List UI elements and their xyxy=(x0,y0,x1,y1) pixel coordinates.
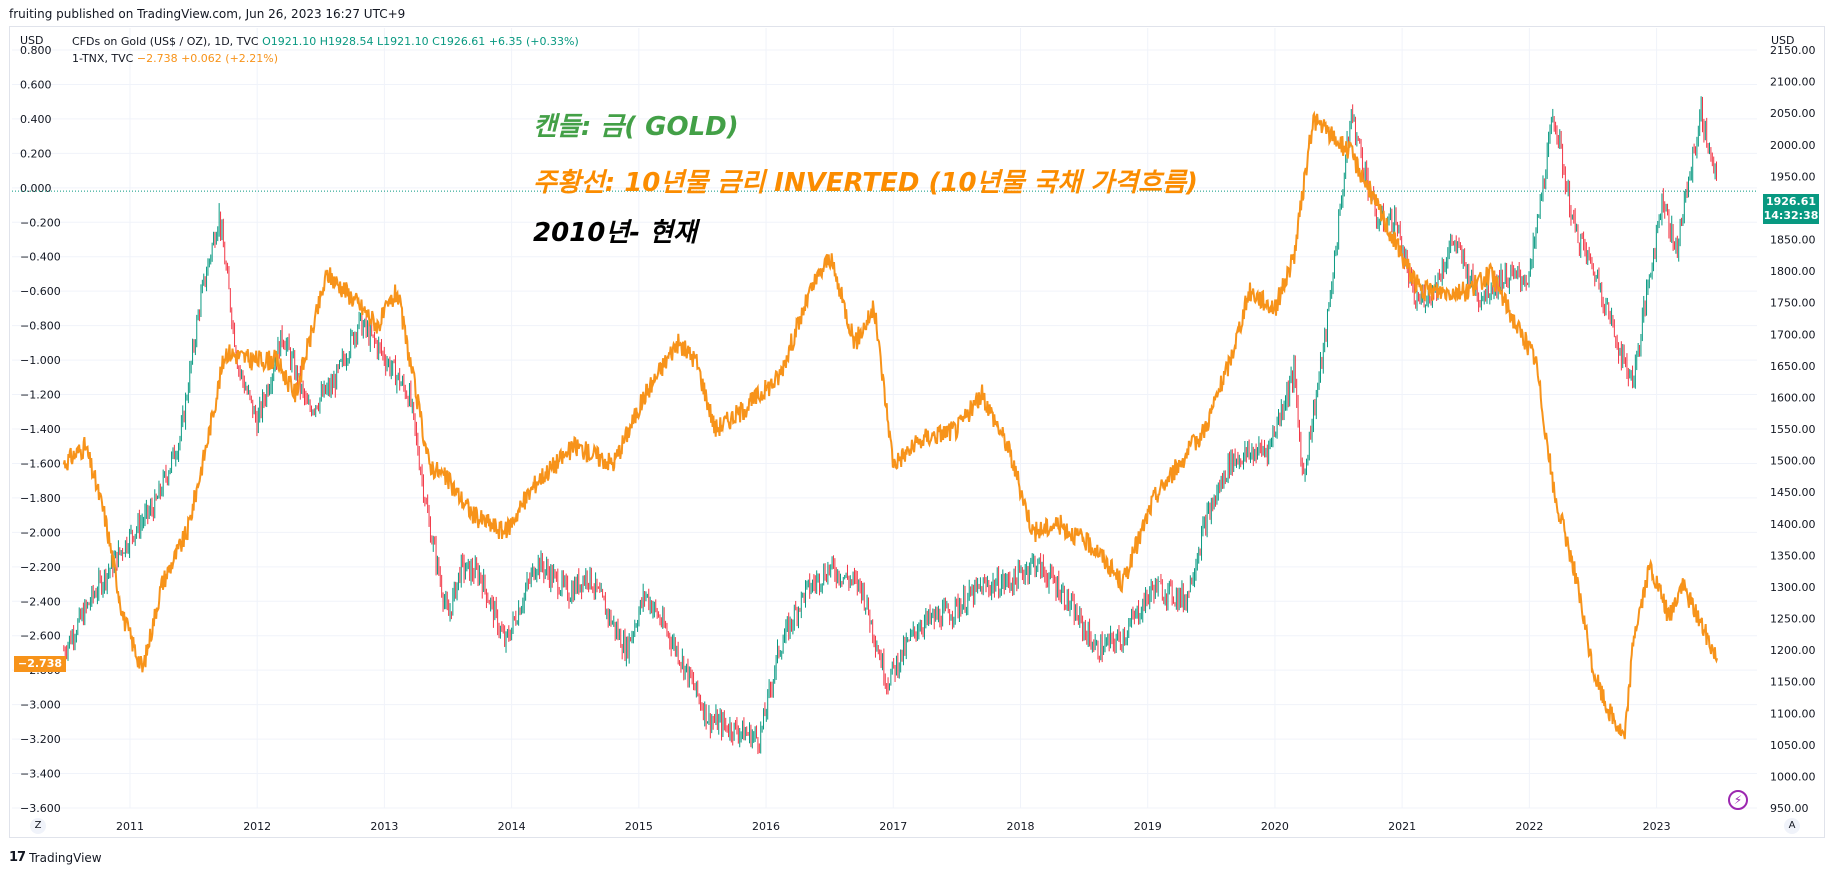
x-tick-label: 2021 xyxy=(1388,820,1416,833)
x-tick-label: 2013 xyxy=(370,820,398,833)
left-tick-label: 0.400 xyxy=(20,113,52,126)
tradingview-footer[interactable]: 17 TradingView xyxy=(9,850,102,865)
right-tick-label: 1050.00 xyxy=(1770,739,1816,752)
right-tick-label: 2000.00 xyxy=(1770,139,1816,152)
right-tick-label: 1500.00 xyxy=(1770,455,1816,468)
right-tick-label: 1100.00 xyxy=(1770,707,1816,720)
right-axis-ticks: 2150.002100.002050.002000.001950.001900.… xyxy=(1770,44,1816,815)
left-tick-label: −1.600 xyxy=(20,457,61,470)
x-tick-label: 2015 xyxy=(625,820,653,833)
left-tick-label: −2.600 xyxy=(20,630,61,643)
left-tick-label: −0.200 xyxy=(20,216,61,229)
right-tick-label: 1650.00 xyxy=(1770,360,1816,373)
tnx-last: −2.738 xyxy=(136,52,178,65)
x-tick-label: 2020 xyxy=(1261,820,1289,833)
tnx-value-badge: −2.738 xyxy=(14,656,66,672)
gold-countdown: 14:32:38 xyxy=(1763,209,1819,222)
left-tick-label: −1.200 xyxy=(20,389,61,402)
x-tick-label: 2019 xyxy=(1134,820,1162,833)
left-tick-label: −2.000 xyxy=(20,526,61,539)
gold-series xyxy=(63,96,1718,755)
right-tick-label: 1150.00 xyxy=(1770,676,1816,689)
x-tick-label: 2017 xyxy=(879,820,907,833)
left-axis-ticks: 0.800 0.600 0.400 0.200 0.000 −0.200 −0.400 −0.… xyxy=(20,44,61,815)
left-tick-label: −1.800 xyxy=(20,492,61,505)
left-tick-label: −2.400 xyxy=(20,595,61,608)
x-tick-label: 2022 xyxy=(1515,820,1543,833)
tnx-line xyxy=(62,110,1719,740)
right-tick-label: 950.00 xyxy=(1770,802,1809,815)
right-tick-label: 1250.00 xyxy=(1770,613,1816,626)
gold-price-badge: 1926.61 14:32:38 xyxy=(1763,194,1819,224)
right-tick-label: 2150.00 xyxy=(1770,44,1816,57)
left-scale-button[interactable]: Z xyxy=(30,818,46,834)
left-axis-unit: USD xyxy=(20,34,44,47)
auto-scale-button[interactable]: A xyxy=(1784,818,1800,834)
annotation-gold[interactable]: 캔들: 금( GOLD) xyxy=(533,112,739,142)
left-tick-label: −1.400 xyxy=(20,423,61,436)
right-tick-label: 1550.00 xyxy=(1770,423,1816,436)
gold-change: +6.35 (+0.33%) xyxy=(488,35,579,48)
gold-open: O1921.10 xyxy=(262,35,317,48)
left-tick-label: −3.600 xyxy=(20,802,61,815)
left-tick-label: 0.200 xyxy=(20,147,52,160)
right-tick-label: 1950.00 xyxy=(1770,170,1816,183)
right-tick-label: 1800.00 xyxy=(1770,265,1816,278)
annotation-period[interactable]: 2010년- 현재 xyxy=(533,218,697,248)
right-tick-label: 1700.00 xyxy=(1770,328,1816,341)
gold-legend[interactable]: CFDs on Gold (US$ / OZ), 1D, TVC O1921.1… xyxy=(72,35,579,48)
left-tick-label: −1.000 xyxy=(20,354,61,367)
left-tick-label: −3.400 xyxy=(20,768,61,781)
tradingview-logo-text: TradingView xyxy=(29,850,102,865)
left-tick-label: −3.200 xyxy=(20,733,61,746)
gold-low: L1921.10 xyxy=(377,35,429,48)
left-tick-label: 0.600 xyxy=(20,78,52,91)
x-axis-ticks: 2011 2012 2013 2014 2015 2016 2017 2018 2019 2020… xyxy=(116,820,1671,833)
right-tick-label: 1600.00 xyxy=(1770,391,1816,404)
left-tick-label: 0.000 xyxy=(20,182,52,195)
tnx-symbol[interactable]: 1-TNX, TVC xyxy=(72,52,134,65)
right-tick-label: 2100.00 xyxy=(1770,76,1816,89)
gold-high: H1928.54 xyxy=(319,35,374,48)
x-tick-label: 2011 xyxy=(116,820,144,833)
right-tick-label: 2050.00 xyxy=(1770,107,1816,120)
left-tick-label: 0.800 xyxy=(20,44,52,57)
right-tick-label: 1400.00 xyxy=(1770,518,1816,531)
right-tick-label: 1850.00 xyxy=(1770,234,1816,247)
tradingview-logo-icon: 17 xyxy=(9,850,26,865)
right-tick-label: 1200.00 xyxy=(1770,644,1816,657)
right-tick-label: 1300.00 xyxy=(1770,581,1816,594)
left-tick-label: −0.600 xyxy=(20,285,61,298)
gold-price-value: 1926.61 xyxy=(1765,195,1817,208)
lightning-icon[interactable]: ⚡ xyxy=(1728,790,1748,810)
x-tick-label: 2012 xyxy=(243,820,271,833)
left-tick-label: −2.200 xyxy=(20,561,61,574)
tnx-legend[interactable]: 1-TNX, TVC −2.738 +0.062 (+2.21%) xyxy=(72,52,278,65)
left-tick-label: −0.800 xyxy=(20,320,61,333)
x-tick-label: 2014 xyxy=(498,820,526,833)
right-tick-label: 1000.00 xyxy=(1770,770,1816,783)
publish-line: fruiting published on TradingView.com, J… xyxy=(9,7,406,21)
annotation-tnx[interactable]: 주황선: 10년물 금리 INVERTED (10년물 국채 가격흐름) xyxy=(533,168,1198,198)
right-tick-label: 1750.00 xyxy=(1770,297,1816,310)
gold-symbol[interactable]: CFDs on Gold (US$ / OZ), 1D, TVC xyxy=(72,35,259,48)
x-tick-label: 2016 xyxy=(752,820,780,833)
left-tick-label: −3.000 xyxy=(20,699,61,712)
tnx-change: +0.062 (+2.21%) xyxy=(181,52,279,65)
right-axis-unit: USD xyxy=(1771,34,1795,47)
right-tick-label: 1350.00 xyxy=(1770,549,1816,562)
left-tick-label: −0.400 xyxy=(20,251,61,264)
tnx-series xyxy=(62,110,1719,740)
chart-frame[interactable] xyxy=(9,26,1825,838)
grid-lines xyxy=(12,28,1757,809)
gold-close: C1926.61 xyxy=(432,35,486,48)
x-tick-label: 2023 xyxy=(1643,820,1671,833)
x-tick-label: 2018 xyxy=(1006,820,1034,833)
right-tick-label: 1450.00 xyxy=(1770,486,1816,499)
